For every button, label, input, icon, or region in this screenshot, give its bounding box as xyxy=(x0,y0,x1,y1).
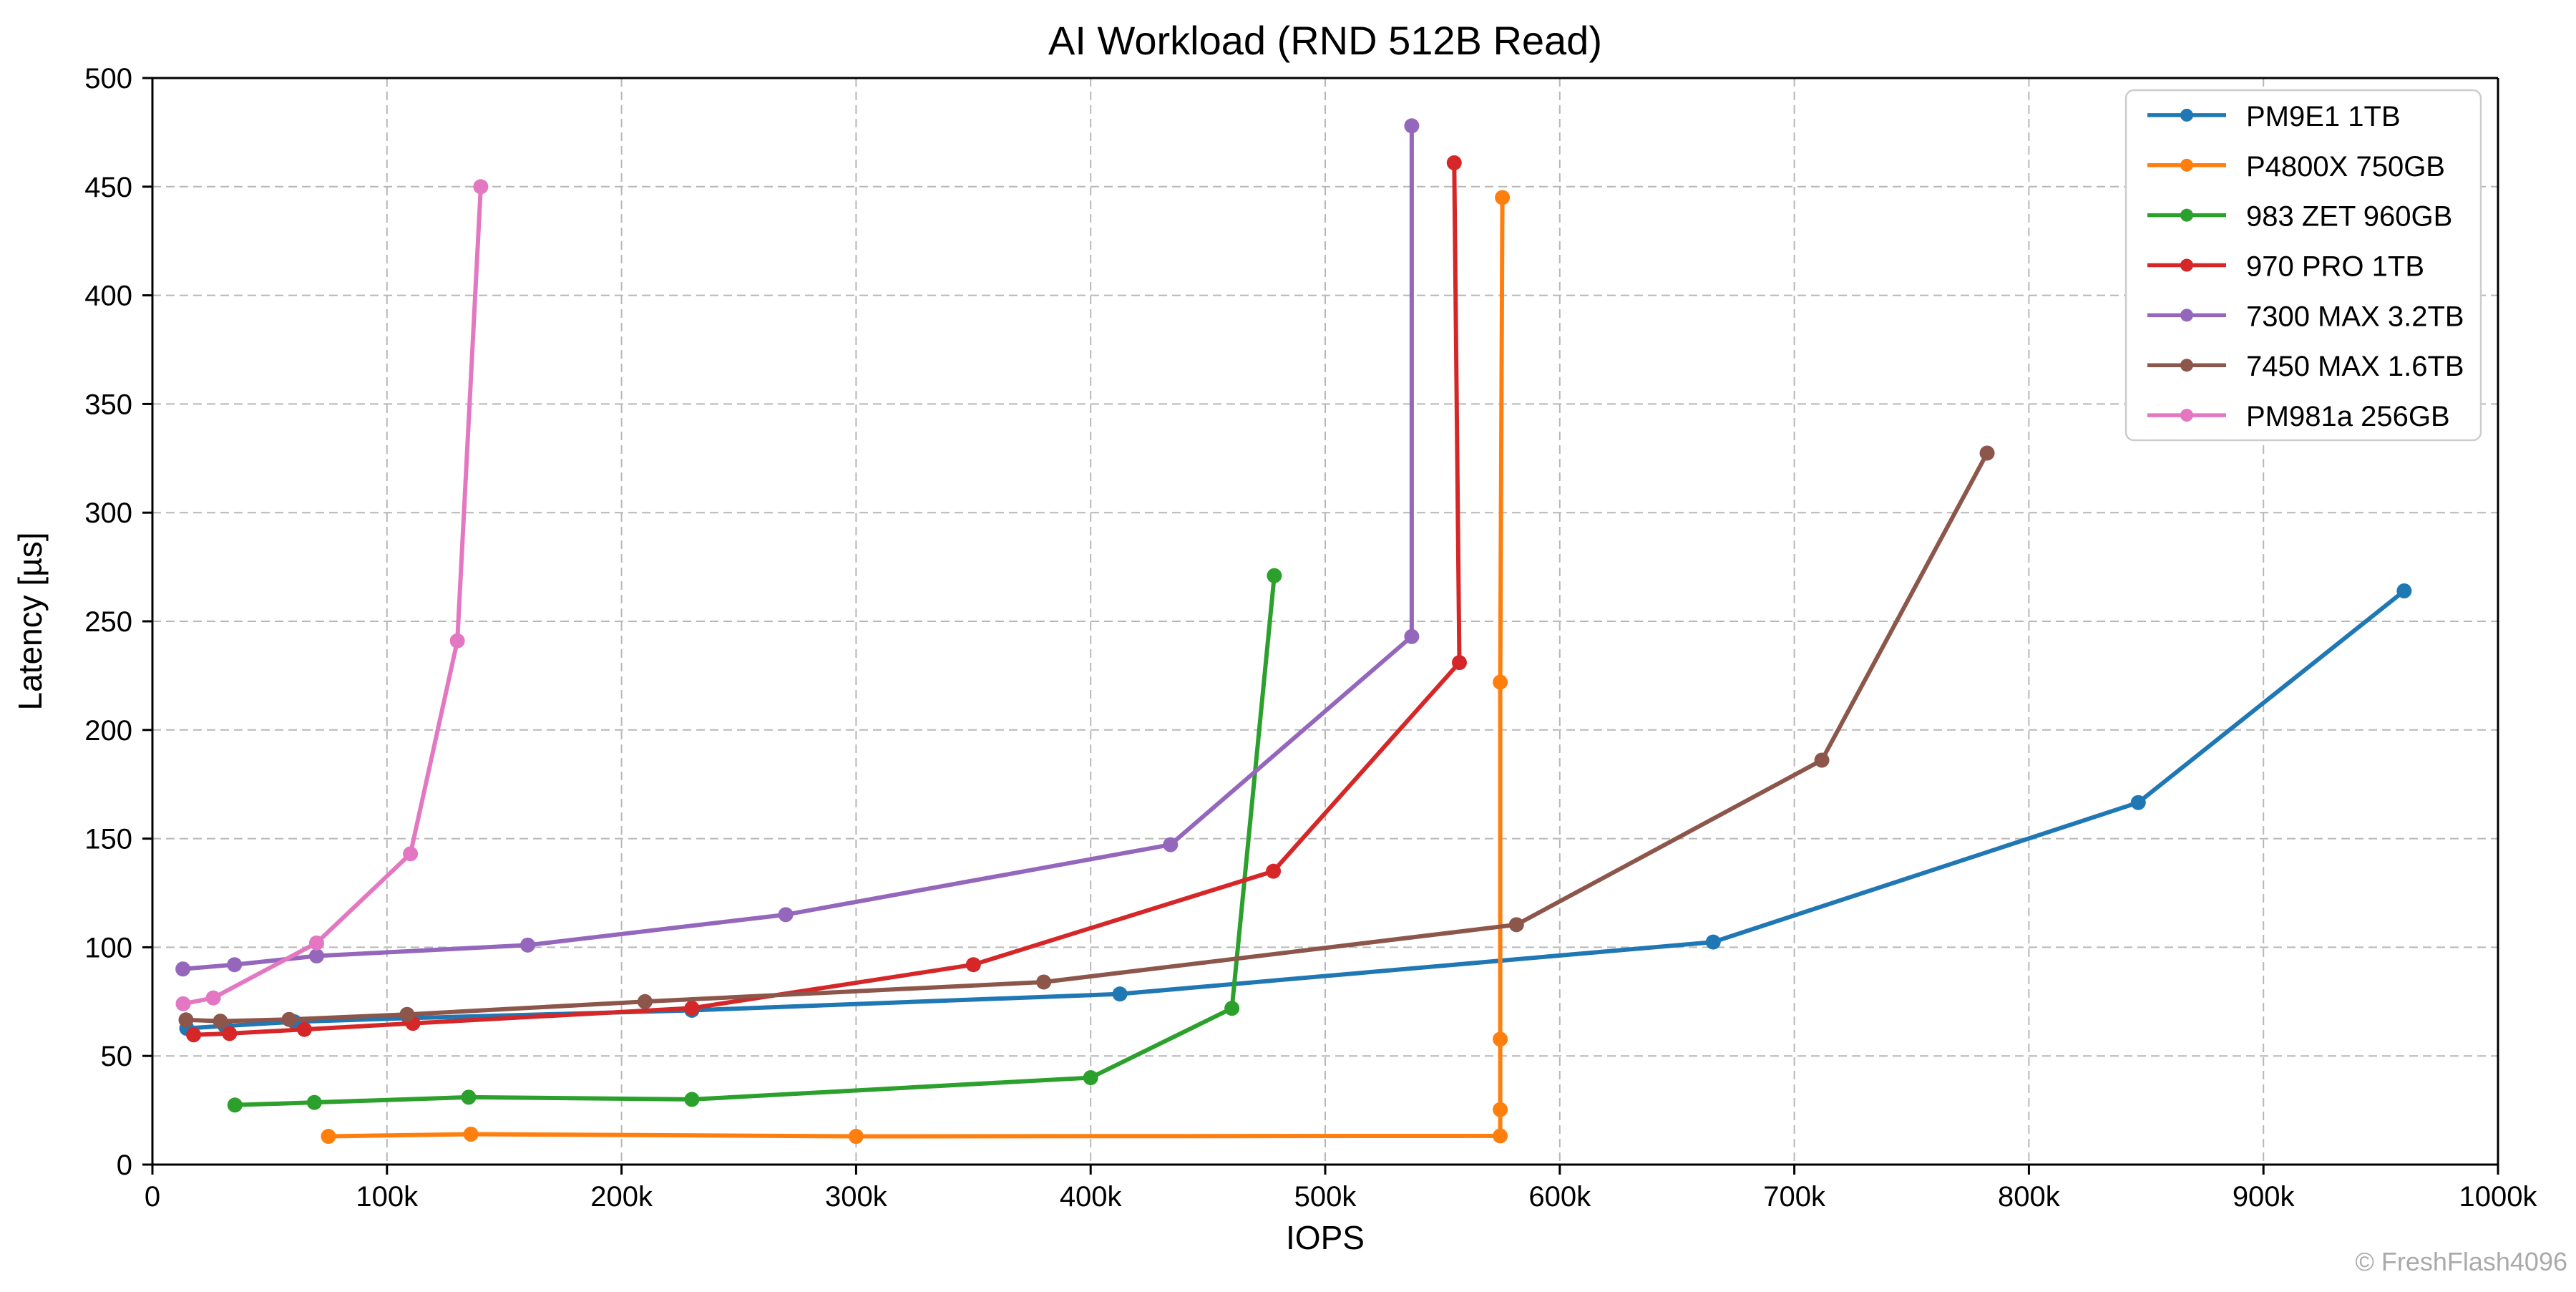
svg-text:500: 500 xyxy=(84,63,132,94)
svg-text:250: 250 xyxy=(84,606,132,638)
svg-text:0: 0 xyxy=(145,1181,160,1213)
svg-text:P4800X 750GB: P4800X 750GB xyxy=(2246,151,2445,183)
svg-text:500k: 500k xyxy=(1294,1181,1357,1213)
svg-text:IOPS: IOPS xyxy=(1286,1219,1365,1256)
svg-text:400: 400 xyxy=(84,281,132,312)
svg-text:350: 350 xyxy=(84,389,132,420)
svg-text:7300 MAX 3.2TB: 7300 MAX 3.2TB xyxy=(2246,301,2464,332)
svg-text:7450 MAX 1.6TB: 7450 MAX 1.6TB xyxy=(2246,351,2464,382)
svg-text:200k: 200k xyxy=(590,1181,653,1213)
svg-text:983 ZET 960GB: 983 ZET 960GB xyxy=(2246,201,2452,233)
svg-text:300k: 300k xyxy=(825,1181,888,1213)
svg-text:600k: 600k xyxy=(1528,1181,1591,1213)
svg-text:100: 100 xyxy=(84,932,132,963)
svg-text:1000k: 1000k xyxy=(2459,1181,2538,1213)
svg-text:100k: 100k xyxy=(356,1181,419,1213)
svg-text:700k: 700k xyxy=(1763,1181,1826,1213)
svg-text:AI Workload (RND 512B Read): AI Workload (RND 512B Read) xyxy=(1048,18,1602,63)
svg-text:0: 0 xyxy=(117,1150,132,1181)
svg-text:50: 50 xyxy=(101,1041,133,1072)
svg-text:Latency [µs]: Latency [µs] xyxy=(11,533,49,711)
svg-text:150: 150 xyxy=(84,824,132,855)
svg-text:970 PRO 1TB: 970 PRO 1TB xyxy=(2246,251,2424,283)
svg-text:400k: 400k xyxy=(1060,1181,1123,1213)
svg-text:© FreshFlash4096: © FreshFlash4096 xyxy=(2355,1247,2567,1276)
svg-text:450: 450 xyxy=(84,172,132,203)
svg-text:300: 300 xyxy=(84,497,132,529)
svg-text:PM9E1 1TB: PM9E1 1TB xyxy=(2246,101,2401,132)
svg-text:PM981a 256GB: PM981a 256GB xyxy=(2246,401,2450,432)
svg-text:200: 200 xyxy=(84,715,132,747)
svg-text:900k: 900k xyxy=(2233,1181,2296,1213)
svg-text:800k: 800k xyxy=(1998,1181,2061,1213)
